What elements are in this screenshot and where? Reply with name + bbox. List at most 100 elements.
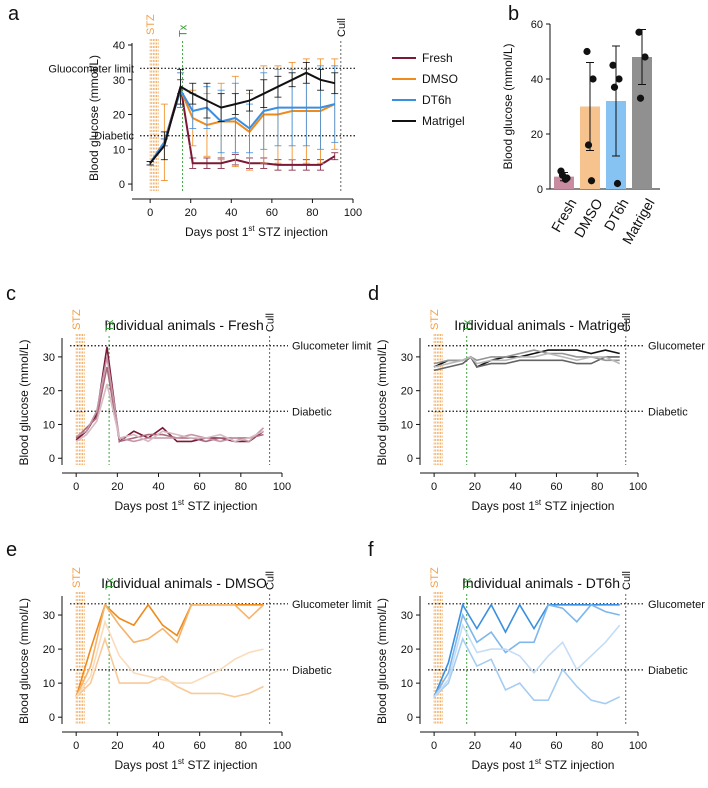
data-point	[610, 83, 619, 91]
x-tick-label: 20	[469, 740, 481, 752]
tx-label: Tx	[462, 319, 474, 332]
animal-line	[75, 619, 264, 698]
hline-label: Glucometer limit	[292, 341, 371, 353]
panel-a: a STZ Tx Cull Gluocometer limit Diabetic 0 10 20…	[8, 3, 465, 239]
series-fresh	[146, 79, 339, 171]
x-axis-label: Days post 1st STZ injection	[472, 757, 615, 772]
y-tick-label: 0	[49, 712, 55, 724]
x-tick-label: 0	[73, 740, 79, 752]
y-axis-label: Blood glucose (mmol/L)	[501, 43, 515, 169]
x-tick-label: 20	[111, 481, 123, 493]
tx-label: Tx	[462, 577, 474, 590]
y-tick-label: 10	[43, 419, 55, 431]
panel-letter: b	[508, 3, 519, 25]
tx-label: Tx	[104, 577, 116, 590]
hline-label: Gluocometer limit	[48, 63, 134, 75]
x-axis-label: Days post 1st STZ injection	[115, 498, 258, 513]
y-tick-label: 40	[531, 74, 543, 86]
y-axis-label: Blood glucose (mmol/L)	[87, 55, 101, 181]
x-tick-label: 100	[344, 207, 362, 219]
y-tick-label: 30	[43, 610, 55, 622]
animal-line	[75, 602, 265, 698]
animal-line	[75, 636, 264, 698]
x-tick-label: 100	[273, 481, 291, 493]
data-point	[583, 47, 591, 56]
hline-label: Diabetic	[292, 406, 332, 418]
x-tick-label: 100	[629, 740, 647, 752]
data-point	[589, 75, 597, 83]
panel-letter: d	[368, 283, 379, 305]
cull-label: Cull	[265, 313, 277, 332]
hline-label: Diabetic	[648, 406, 688, 418]
series-line	[149, 71, 335, 164]
x-tick-label: 80	[591, 481, 603, 493]
stz-label: STZ	[71, 567, 83, 588]
series-line	[149, 87, 335, 164]
panel-c: c Individual animals - Fresh STZ Tx Cull Gluc…	[6, 283, 371, 513]
panel-title: Individual animals - DT6h	[462, 575, 620, 591]
x-tick-label: 80	[235, 740, 247, 752]
panel-letter: a	[8, 3, 20, 25]
y-axis-label: Blood glucose (mmol/L)	[17, 339, 31, 465]
panel-e: e Individual animals - DMSO STZ Tx Cull Gluco…	[6, 539, 371, 772]
legend-item: Fresh	[422, 51, 453, 65]
y-tick-label: 30	[113, 75, 125, 87]
x-tick-label: 60	[266, 207, 278, 219]
panel-title: Individual animals - DMSO	[101, 575, 267, 591]
y-tick-label: 30	[401, 610, 413, 622]
stz-region	[149, 39, 159, 191]
y-axis-label: Blood glucose (mmol/L)	[17, 598, 31, 724]
y-tick-label: 0	[537, 184, 543, 196]
data-point	[587, 177, 596, 185]
x-axis-label: Days post 1st STZ injection	[115, 757, 258, 772]
tx-label: Tx	[178, 24, 190, 37]
x-tick-label: 100	[273, 740, 291, 752]
x-tick-label: 60	[194, 481, 206, 493]
y-tick-label: 20	[113, 110, 125, 122]
legend-item: DT6h	[422, 93, 451, 107]
x-tick-label: 60	[550, 740, 562, 752]
data-point	[609, 61, 617, 69]
y-tick-label: 0	[407, 712, 413, 724]
hline-label: Glucometer limit	[648, 341, 708, 353]
y-tick-label: 0	[49, 453, 55, 465]
y-tick-label: 20	[401, 386, 413, 398]
hline-label: Glucometer limit	[648, 599, 708, 611]
animal-line	[75, 383, 264, 443]
panel-title: Individual animals - Fresh	[104, 317, 264, 333]
stz-region	[433, 592, 443, 724]
x-tick-label: 0	[431, 740, 437, 752]
panel-letter: c	[6, 283, 16, 305]
cull-label: Cull	[265, 571, 277, 590]
panel-letter: f	[368, 539, 374, 561]
legend-item: Matrigel	[422, 114, 465, 128]
y-axis-label: Blood glucose (mmol/L)	[375, 598, 389, 724]
y-tick-label: 10	[401, 419, 413, 431]
hline-label: Diabetic	[94, 131, 134, 143]
cull-label: Cull	[621, 313, 633, 332]
series-line	[149, 86, 336, 166]
data-point	[584, 141, 593, 149]
data-point	[613, 179, 622, 188]
x-tick-label: 40	[225, 207, 237, 219]
panel-d: d Individual animals - Matrigel STZ Tx Cull G…	[368, 283, 708, 513]
animal-line	[75, 366, 264, 443]
hline-label: Diabetic	[648, 665, 688, 677]
x-tick-label: 0	[431, 481, 437, 493]
stz-label: STZ	[429, 309, 441, 330]
data-point	[561, 175, 570, 183]
x-axis-label: Days post 1st STZ injection	[185, 224, 328, 239]
x-tick-label: 40	[510, 740, 522, 752]
y-tick-label: 10	[401, 678, 413, 690]
tx-label: Tx	[104, 319, 116, 332]
bar-matrigel	[632, 57, 652, 189]
y-tick-label: 30	[43, 352, 55, 364]
y-tick-label: 60	[531, 19, 543, 31]
stz-region	[75, 334, 85, 465]
animal-line	[433, 602, 620, 698]
animal-line	[433, 603, 620, 698]
panel-title: Individual animals - Matrigel	[454, 317, 628, 333]
animal-line	[433, 352, 621, 368]
